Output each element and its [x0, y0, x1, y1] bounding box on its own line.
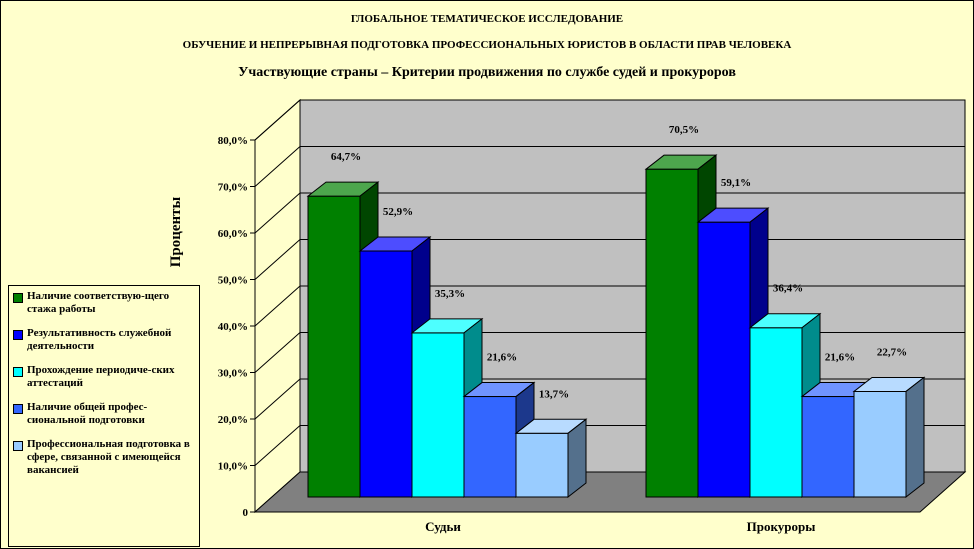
x-tick-label: Судьи — [425, 519, 461, 534]
bar — [411, 332, 465, 498]
data-label: 52,9% — [383, 206, 413, 218]
chart-subtitle: Участвующие страны – Критерии продвижени… — [238, 65, 736, 80]
grid-line — [254, 99, 301, 141]
legend: Наличие соответствую-щего стажа работы Ре… — [8, 285, 200, 547]
legend-item: Прохождение периодиче-ских аттестаций — [13, 364, 195, 390]
data-label: 21,6% — [825, 352, 855, 364]
legend-label: Прохождение периодиче-ских аттестаций — [27, 364, 175, 389]
legend-swatch — [13, 367, 23, 377]
bar — [359, 250, 413, 498]
bar — [515, 432, 569, 498]
y-tick-label: 30,0% — [218, 368, 248, 380]
legend-label: Результативность служебной деятельности — [27, 327, 172, 352]
y-tick-label: 70,0% — [218, 182, 248, 194]
data-label: 13,7% — [539, 388, 569, 400]
y-tick-label: 20,0% — [218, 414, 248, 426]
y-tick-label: 50,0% — [218, 275, 248, 287]
legend-swatch — [13, 404, 23, 414]
grid-line — [254, 192, 301, 234]
y-tick-label: 60,0% — [218, 228, 248, 240]
y-tick-label: 80,0% — [218, 135, 248, 147]
legend-swatch — [13, 293, 23, 303]
grid-line — [254, 332, 301, 373]
legend-swatch — [13, 441, 23, 451]
bar — [853, 390, 907, 498]
grid-line — [254, 239, 301, 280]
bar — [463, 396, 517, 498]
grid-line — [254, 285, 301, 327]
y-axis-label: Проценты — [168, 196, 184, 267]
legend-label: Наличие соответствую-щего стажа работы — [27, 290, 170, 315]
bar — [801, 396, 855, 498]
legend-swatch — [13, 330, 23, 340]
bar-side — [567, 418, 587, 499]
bar — [645, 168, 699, 498]
data-label: 70,5% — [669, 124, 699, 136]
grid-line — [254, 425, 301, 466]
legend-label: Профессиональная подготовка в сфере, свя… — [27, 438, 190, 476]
data-label: 22,7% — [877, 346, 907, 358]
bar — [307, 195, 361, 498]
bar — [697, 221, 751, 498]
y-tick-label: 40,0% — [218, 321, 248, 333]
data-label: 64,7% — [331, 151, 361, 163]
legend-item: Наличие общей профес-сиональной подготов… — [13, 401, 195, 427]
y-tick-label: 0 — [243, 507, 249, 519]
data-label: 59,1% — [721, 177, 751, 189]
data-label: 21,6% — [487, 352, 517, 364]
y-tick-label: 10,0% — [218, 461, 248, 473]
data-label: 36,4% — [773, 283, 803, 295]
legend-item: Результативность служебной деятельности — [13, 327, 195, 353]
bar-side — [905, 376, 925, 499]
bar — [749, 327, 803, 498]
chart-title: ГЛОБАЛЬНОЕ ТЕМАТИЧЕСКОЕ ИССЛЕДОВАНИЕ — [351, 13, 623, 25]
legend-item: Профессиональная подготовка в сфере, свя… — [13, 438, 195, 477]
legend-label: Наличие общей профес-сиональной подготов… — [27, 401, 148, 426]
grid-line — [254, 378, 301, 420]
legend-item: Наличие соответствую-щего стажа работы — [13, 290, 195, 316]
grid-line — [254, 146, 301, 187]
chart-subtitle: ОБУЧЕНИЕ И НЕПРЕРЫВНАЯ ПОДГОТОВКА ПРОФЕС… — [183, 39, 792, 51]
data-label: 35,3% — [435, 288, 465, 300]
x-tick-label: Прокуроры — [747, 519, 816, 534]
